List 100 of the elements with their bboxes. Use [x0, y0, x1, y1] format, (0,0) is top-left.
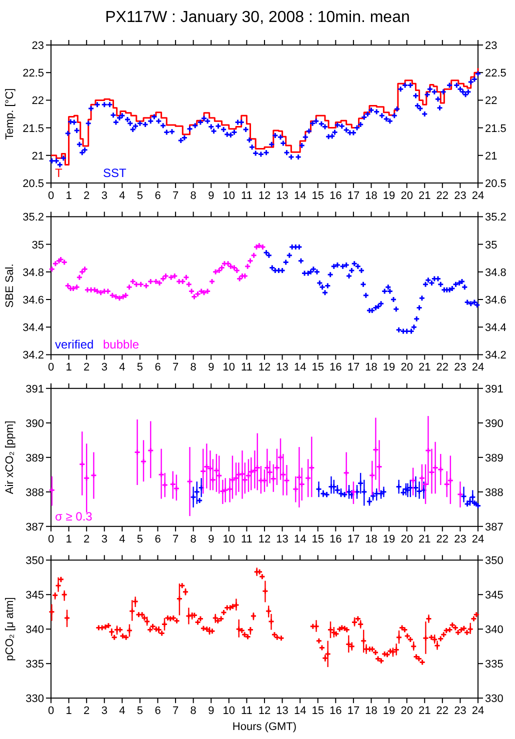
x-tick-label: 15 — [312, 190, 324, 202]
y2-tick-label: 340 — [485, 624, 504, 636]
y2-tick-label: 22.5 — [485, 68, 506, 80]
y-tick-label: 23 — [32, 40, 44, 52]
x-tick-label: 9 — [208, 705, 214, 718]
x-tick-label: 17 — [347, 705, 360, 718]
y2-tick-label: 390 — [485, 418, 504, 430]
x-tick-label: 0 — [48, 362, 54, 374]
x-tick-label: 11 — [240, 705, 252, 718]
x-tick-label: 16 — [330, 362, 342, 374]
x-tick-label: 24 — [472, 362, 484, 374]
x-tick-label: 21 — [418, 362, 431, 374]
x-tick-label: 23 — [454, 705, 466, 718]
x-tick-label: 7 — [172, 705, 179, 718]
x-tick-label: 17 — [347, 362, 360, 374]
x-tick-label: 3 — [101, 533, 108, 546]
y-tick-label: 388 — [26, 486, 44, 499]
x-tick-label: 6 — [154, 190, 161, 202]
y2-tick-label: 350 — [485, 555, 504, 568]
y-tick-label: 390 — [26, 418, 44, 430]
x-tick-label: 16 — [330, 705, 342, 718]
chart-title: PX117W : January 30, 2008 : 10min. mean — [105, 9, 410, 26]
y-tick-label: 389 — [26, 452, 44, 464]
x-tick-label: 2 — [84, 533, 90, 546]
y2-tick-label: 34.2 — [485, 350, 506, 362]
y-tick-label: 391 — [26, 383, 44, 396]
y2-tick-label: 391 — [485, 383, 504, 396]
y-tick-label: 21.5 — [22, 122, 44, 135]
y2-tick-label: 389 — [485, 452, 504, 464]
y-tick-label: 340 — [26, 624, 44, 636]
series-label: SST — [103, 166, 128, 180]
x-tick-label: 2 — [84, 190, 90, 202]
y-tick-label: 34.4 — [22, 322, 44, 334]
x-tick-label: 5 — [136, 705, 144, 718]
y-tick-label: 21 — [32, 150, 44, 162]
y2-tick-label: 22 — [485, 95, 498, 108]
x-tick-label: 4 — [119, 190, 126, 202]
x-tick-label: 3 — [101, 190, 108, 202]
x-tick-label: 11 — [240, 362, 252, 374]
y-tick-label: 335 — [26, 658, 44, 671]
y2-tick-label: 345 — [485, 590, 504, 602]
x-tick-label: 1 — [66, 190, 72, 202]
x-tick-label: 4 — [119, 533, 126, 546]
x-tick-label: 18 — [365, 190, 378, 202]
y2-tick-label: 34.6 — [485, 294, 506, 306]
x-tick-label: 19 — [382, 705, 396, 718]
x-tick-label: 8 — [190, 190, 196, 202]
y-axis-title: Air xCO₂ [ppm] — [4, 420, 16, 494]
y-axis-title: SBE Sal. — [4, 264, 16, 308]
x-tick-label: 4 — [119, 705, 126, 718]
x-tick-label: 11 — [240, 533, 252, 546]
y-tick-label: 34.6 — [22, 294, 44, 306]
x-tick-label: 19 — [382, 533, 396, 546]
x-tick-label: 18 — [365, 362, 378, 374]
x-tick-label: 11 — [240, 190, 252, 202]
x-tick-label: 20 — [400, 533, 413, 546]
x-tick-label: 5 — [136, 190, 144, 202]
y-tick-label: 345 — [26, 590, 44, 602]
x-tick-label: 10 — [222, 190, 236, 202]
x-tick-label: 1 — [66, 533, 72, 546]
y-tick-label: 34.8 — [22, 266, 44, 279]
x-tick-label: 9 — [208, 190, 214, 202]
x-tick-label: 3 — [101, 362, 108, 374]
y-tick-label: 20.5 — [22, 178, 44, 190]
x-tick-label: 7 — [172, 362, 179, 374]
y2-tick-label: 34.8 — [485, 266, 506, 279]
x-tick-label: 15 — [312, 705, 324, 718]
x-tick-label: 16 — [330, 533, 342, 546]
x-tick-label: 14 — [294, 190, 306, 202]
x-tick-label: 9 — [208, 533, 214, 546]
x-tick-label: 12 — [258, 362, 271, 374]
x-tick-label: 1 — [66, 705, 72, 718]
x-tick-label: 2 — [84, 705, 90, 718]
x-tick-label: 14 — [294, 362, 306, 374]
x-tick-label: 13 — [276, 705, 288, 718]
text: bubble — [103, 338, 140, 352]
y2-tick-label: 20.5 — [485, 178, 506, 190]
y2-tick-label: 21 — [485, 150, 498, 162]
y-tick-label: 387 — [26, 521, 44, 534]
x-tick-label: 19 — [382, 190, 396, 202]
x-tick-label: 22 — [436, 705, 449, 718]
x-tick-label: 0 — [48, 533, 54, 546]
x-tick-label: 3 — [101, 705, 108, 718]
x-tick-label: 14 — [294, 533, 306, 546]
x-tick-label: 23 — [454, 362, 466, 374]
x-tick-label: 9 — [208, 362, 214, 374]
x-tick-label: 14 — [294, 705, 306, 718]
x-tick-label: 2 — [84, 362, 90, 374]
x-tick-label: 20 — [400, 190, 413, 202]
x-tick-label: 0 — [48, 190, 54, 202]
y2-tick-label: 330 — [485, 693, 504, 706]
x-tick-label: 5 — [136, 362, 144, 374]
y-tick-label: 35 — [32, 239, 44, 252]
x-tick-label: 17 — [347, 190, 360, 202]
y2-tick-label: 23 — [485, 40, 498, 52]
x-tick-label: 12 — [258, 705, 271, 718]
x-tick-label: 24 — [472, 533, 484, 546]
x-tick-label: 18 — [365, 533, 378, 546]
x-tick-label: 23 — [454, 533, 466, 546]
x-tick-label: 12 — [258, 533, 271, 546]
